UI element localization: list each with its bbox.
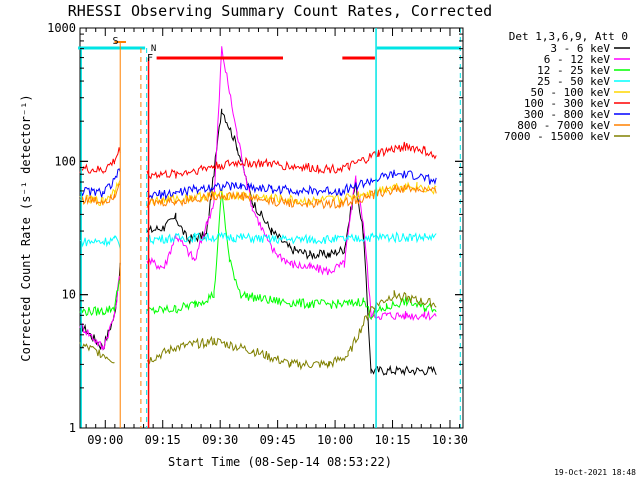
plot-area: S NF xyxy=(78,28,462,428)
series-line-1 xyxy=(79,46,437,351)
x-tick-label: 09:15 xyxy=(145,433,181,447)
legend-entry-label: 50 - 100 keV xyxy=(531,86,611,99)
legend-entry-label: 300 - 800 keV xyxy=(524,108,610,121)
series-line-6 xyxy=(79,168,437,201)
x-tick-label: 10:30 xyxy=(432,433,468,447)
y-tick-label: 1000 xyxy=(47,21,76,35)
legend-entry-label: 6 - 12 keV xyxy=(544,53,611,66)
n-marker-label: N xyxy=(151,44,156,54)
f-marker-label: F xyxy=(147,53,153,64)
series-line-3 xyxy=(79,231,437,249)
axes: 1 10 100 1000 09:00 09:15 09:30 09:45 10:00 10:15… xyxy=(47,21,468,447)
footer-date: 19-Oct-2021 18:48 xyxy=(554,468,636,477)
x-tick-label: 10:15 xyxy=(374,433,410,447)
series-line-4 xyxy=(79,179,437,207)
plot-frame xyxy=(79,27,464,429)
series-line-8 xyxy=(79,290,437,371)
legend-entry-label: 800 - 7000 keV xyxy=(517,119,610,132)
legend-entry-label: 3 - 6 keV xyxy=(550,42,610,55)
x-tick-label: 09:30 xyxy=(202,433,238,447)
series-line-7 xyxy=(79,183,437,210)
y-tick-label: 1 xyxy=(69,421,76,435)
chart-title: RHESSI Observing Summary Count Rates, Co… xyxy=(68,2,492,20)
y-axis-label: Corrected Count Rate (s⁻¹ detector⁻¹) xyxy=(19,94,33,361)
x-tick-label: 10:00 xyxy=(317,433,353,447)
legend-entry-label: 25 - 50 keV xyxy=(537,75,610,88)
x-tick-label: 09:00 xyxy=(87,433,123,447)
series-line-5 xyxy=(79,141,437,180)
y-tick-label: 100 xyxy=(54,154,76,168)
legend-entry-label: 100 - 300 keV xyxy=(524,97,610,110)
s-marker-label: S xyxy=(113,36,119,47)
legend-entry-label: 12 - 25 keV xyxy=(537,64,610,77)
y-tick-label: 10 xyxy=(62,288,76,302)
legend-entry-label: 7000 - 15000 keV xyxy=(504,130,610,143)
x-axis-label: Start Time (08-Sep-14 08:53:22) xyxy=(168,455,392,469)
legend-title: Det 1,3,6,9, Att 0 xyxy=(509,30,628,43)
series-line-2 xyxy=(79,188,437,321)
x-tick-label: 09:45 xyxy=(260,433,296,447)
